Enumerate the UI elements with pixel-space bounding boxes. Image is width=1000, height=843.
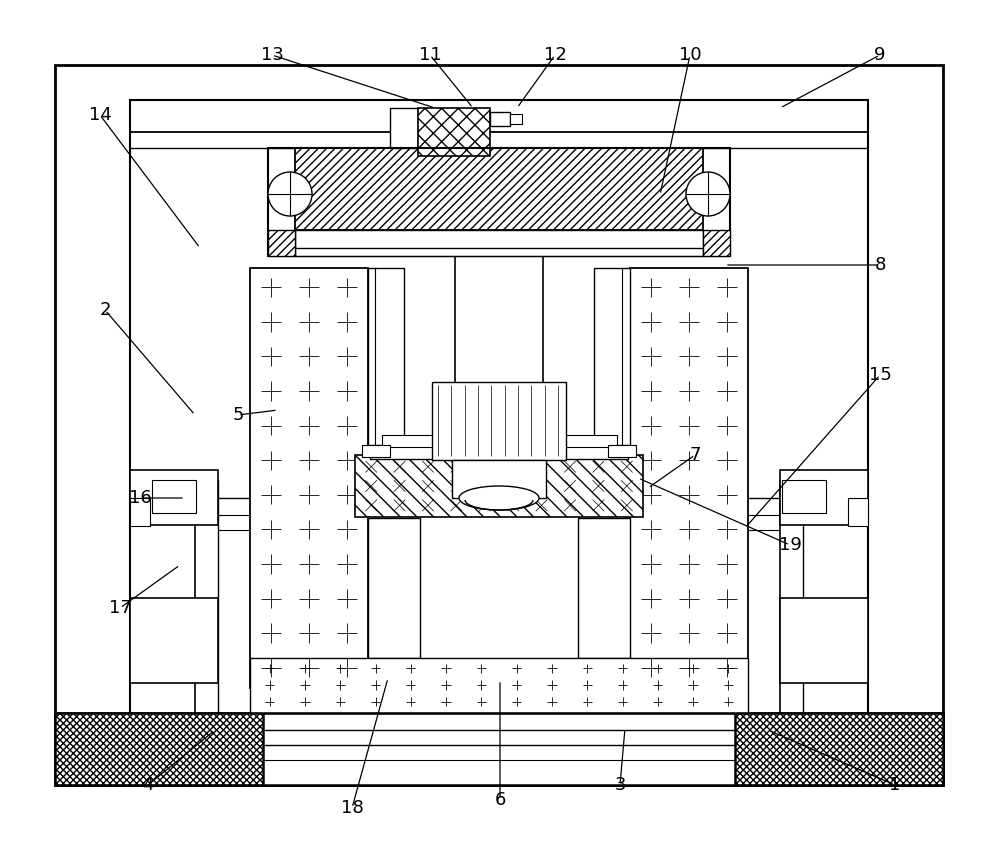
Text: 9: 9 <box>874 46 886 64</box>
Bar <box>362 445 390 457</box>
Bar <box>782 480 826 513</box>
Text: 11: 11 <box>419 46 441 64</box>
Bar <box>130 498 150 526</box>
Bar <box>594 268 630 448</box>
Bar <box>370 445 628 459</box>
Bar <box>490 112 510 126</box>
Text: 5: 5 <box>232 406 244 424</box>
Bar <box>368 518 420 658</box>
Bar <box>368 268 404 448</box>
Bar <box>510 114 522 124</box>
Bar <box>390 108 418 148</box>
Text: 14: 14 <box>89 106 111 124</box>
Text: 15: 15 <box>869 366 891 384</box>
Bar <box>848 498 868 526</box>
Bar <box>55 713 943 785</box>
Text: 17: 17 <box>109 599 131 617</box>
Bar <box>130 598 218 683</box>
Text: 13: 13 <box>261 46 283 64</box>
Bar <box>735 713 943 785</box>
Bar <box>152 480 196 513</box>
Text: 7: 7 <box>689 446 701 464</box>
Ellipse shape <box>459 486 539 510</box>
Bar <box>578 518 630 658</box>
Bar <box>130 470 218 525</box>
Bar <box>630 268 748 688</box>
Bar <box>263 713 735 785</box>
Text: 16: 16 <box>129 489 151 507</box>
Bar <box>55 713 263 785</box>
Text: 10: 10 <box>679 46 701 64</box>
Bar <box>418 108 490 156</box>
Text: 3: 3 <box>614 776 626 794</box>
Polygon shape <box>703 230 730 256</box>
Bar <box>250 658 748 713</box>
Bar <box>452 460 546 498</box>
Text: 4: 4 <box>142 776 154 794</box>
Circle shape <box>268 172 312 216</box>
Bar <box>295 148 703 230</box>
Text: 1: 1 <box>889 776 901 794</box>
Bar <box>295 230 703 256</box>
Polygon shape <box>268 230 295 256</box>
Text: 12: 12 <box>544 46 566 64</box>
Bar <box>382 435 617 447</box>
Bar <box>608 445 636 457</box>
Bar <box>268 148 730 256</box>
Bar <box>130 100 868 748</box>
Bar <box>780 470 868 525</box>
Bar <box>432 382 566 460</box>
Text: 2: 2 <box>99 301 111 319</box>
Text: 8: 8 <box>874 256 886 274</box>
Text: 6: 6 <box>494 791 506 809</box>
Bar <box>780 598 868 683</box>
Circle shape <box>686 172 730 216</box>
Bar <box>355 455 643 517</box>
Text: 19: 19 <box>779 536 801 554</box>
Bar <box>250 268 368 688</box>
Text: 18: 18 <box>341 799 363 817</box>
Bar <box>55 65 943 785</box>
